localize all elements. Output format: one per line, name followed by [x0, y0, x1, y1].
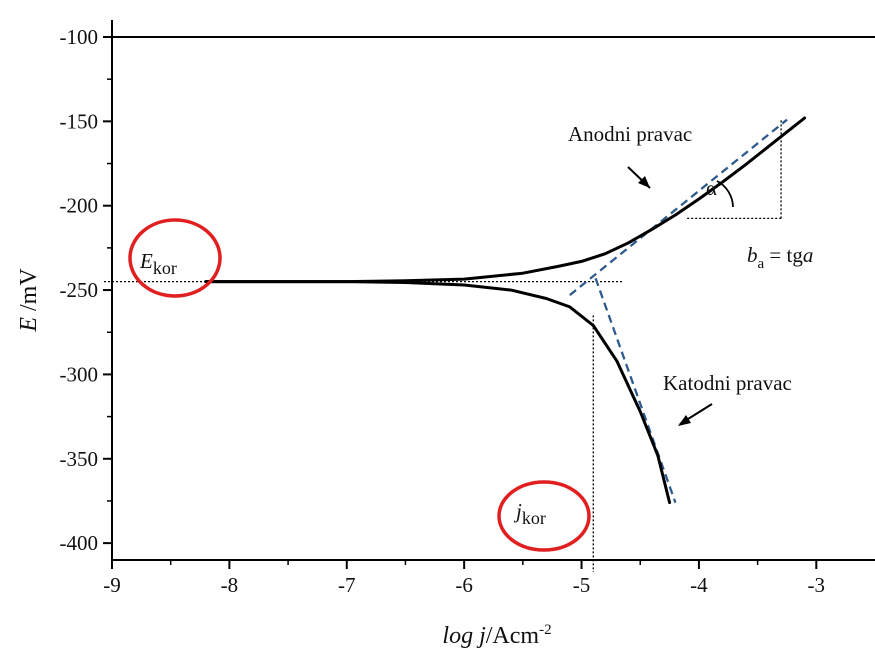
y-tick-label: -350	[60, 447, 99, 471]
alpha-angle-arc	[716, 180, 734, 208]
axes-frame	[111, 20, 875, 561]
j-kor-label: jkor	[513, 499, 546, 528]
x-tick-label: -9	[103, 573, 121, 597]
x-tick-label: -7	[338, 573, 356, 597]
anodic-curve	[204, 116, 807, 284]
polarization-curves	[204, 116, 807, 505]
anodic-arrowhead	[638, 176, 650, 188]
x-tick-label: -3	[808, 573, 826, 597]
reference-lines	[104, 119, 782, 572]
x-tick-label: -8	[221, 573, 239, 597]
cathodic-label: Katodni pravac	[663, 371, 792, 395]
x-tick-label: -5	[573, 573, 591, 597]
anodic-label: Anodni pravac	[568, 122, 692, 146]
cathodic-curve	[204, 280, 672, 505]
y-tick-label: -200	[60, 194, 99, 218]
anodic-tafel-line	[569, 118, 788, 296]
cathodic-tafel-line	[594, 277, 677, 503]
y-tick-label: -100	[60, 25, 99, 49]
y-tick-label: -400	[60, 531, 99, 555]
e-kor-label: Ekor	[139, 249, 177, 278]
ba-formula: ba = tga	[747, 243, 813, 272]
e-kor-highlight-circle	[128, 218, 222, 298]
cathodic-arrowhead	[678, 415, 691, 426]
y-tick-label: -300	[60, 362, 99, 386]
x-axis-title: log j/Acm-2	[442, 622, 551, 649]
j-kor-highlight-circle	[497, 480, 591, 552]
y-axis-title: E /mV	[16, 268, 42, 333]
tafel-lines	[569, 118, 788, 503]
alpha-label: α	[706, 176, 717, 200]
axis-ticks: -9 -8 -7 -6 -5 -4 -3 -100 -150 -200 -250 -300 -350 -4…	[60, 25, 826, 597]
x-tick-label: -6	[455, 573, 473, 597]
x-tick-label: -4	[690, 573, 708, 597]
y-tick-label: -250	[60, 278, 99, 302]
y-tick-label: -150	[60, 109, 99, 133]
